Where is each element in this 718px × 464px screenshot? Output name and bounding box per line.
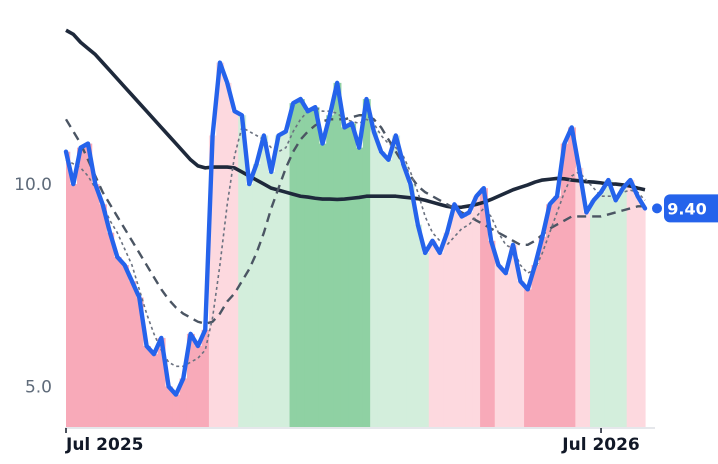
regime-band-weak-down	[509, 244, 518, 427]
regime-band-strong-up	[340, 127, 349, 427]
y-axis-ticks: 5.0 10.0	[14, 175, 52, 397]
x-axis-ticks: Jul 2025 Jul 2026	[65, 428, 640, 455]
regime-band-weak-up	[274, 135, 283, 427]
regime-band-weak-down	[223, 82, 232, 428]
regime-band-strong-up	[318, 143, 327, 427]
regime-band-weak-down	[450, 204, 459, 427]
last-value-label: 9.40	[667, 199, 706, 218]
regime-band-weak-down	[502, 273, 511, 427]
short-moving-average-line	[65, 106, 646, 368]
last-value-badge	[664, 194, 718, 223]
regime-band-strong-down	[142, 346, 151, 427]
regime-band-weak-up	[392, 135, 401, 427]
regime-band-strong-down	[157, 337, 166, 427]
regime-band-strong-down	[538, 236, 547, 427]
regime-band-strong-down	[120, 265, 129, 427]
regime-band-weak-down	[575, 167, 584, 427]
regime-band-weak-up	[282, 131, 291, 427]
x-tick-label: Jul 2026	[561, 435, 640, 455]
regime-band-weak-up	[377, 151, 386, 427]
regime-band-weak-up	[267, 171, 276, 427]
regime-bands	[66, 62, 646, 428]
regime-band-weak-up	[597, 192, 606, 427]
regime-band-weak-down	[230, 111, 239, 428]
regime-band-weak-up	[619, 188, 628, 427]
regime-band-strong-down	[84, 143, 93, 427]
regime-band-weak-up	[590, 200, 598, 427]
last-value-dot	[652, 203, 662, 214]
regime-band-weak-up	[245, 184, 254, 427]
regime-band-strong-down	[194, 346, 203, 427]
regime-band-strong-down	[98, 204, 107, 427]
regime-band-strong-down	[186, 333, 195, 427]
y-tick-label: 10.0	[14, 175, 52, 195]
regime-band-strong-down	[524, 289, 532, 427]
regime-band-strong-down	[560, 143, 569, 427]
regime-band-weak-down	[208, 135, 217, 427]
regime-band-weak-up	[414, 224, 423, 427]
regime-band-strong-down	[179, 378, 188, 427]
regime-band-strong-down	[106, 232, 115, 427]
regime-band-weak-down	[626, 180, 635, 427]
regime-band-strong-up	[326, 115, 335, 427]
x-tick-label: Jul 2025	[65, 435, 144, 455]
regime-band-weak-up	[612, 200, 620, 427]
last-value-marker: 9.40	[652, 194, 718, 223]
regime-band-weak-up	[260, 135, 269, 427]
regime-band-strong-down	[69, 184, 78, 427]
regime-band-strong-down	[568, 127, 576, 427]
regime-band-strong-down	[531, 265, 540, 427]
regime-band-weak-down	[458, 216, 467, 427]
long-moving-average-line	[65, 28, 646, 210]
regime-band-strong-down	[91, 184, 100, 427]
regime-band-strong-down	[113, 256, 122, 427]
regime-band-weak-down	[634, 196, 642, 427]
regime-band-weak-down	[436, 252, 445, 427]
regime-band-weak-up	[238, 115, 247, 427]
regime-band-weak-up	[399, 163, 408, 427]
regime-band-weak-up	[421, 252, 430, 427]
regime-band-weak-down	[494, 265, 503, 427]
regime-band-strong-down	[480, 188, 489, 427]
regime-band-weak-up	[370, 131, 379, 427]
regime-band-weak-down	[216, 62, 225, 427]
regime-band-strong-up	[362, 99, 371, 427]
regime-band-strong-down	[76, 147, 85, 427]
regime-band-weak-down	[443, 232, 452, 427]
regime-band-strong-down	[487, 240, 496, 427]
regime-band-strong-up	[289, 103, 298, 428]
regime-band-strong-up	[355, 147, 364, 427]
regime-band-weak-up	[604, 180, 613, 427]
regime-band-weak-down	[641, 208, 646, 427]
regime-band-strong-down	[66, 151, 71, 427]
regime-band-strong-up	[333, 82, 342, 428]
regime-band-weak-up	[252, 163, 261, 427]
regime-band-strong-up	[311, 107, 320, 428]
regime-band-strong-down	[201, 329, 210, 427]
regime-band-weak-down	[582, 212, 591, 427]
y-tick-label: 5.0	[25, 378, 52, 398]
regime-band-weak-up	[384, 159, 393, 428]
price-line	[63, 60, 648, 397]
regime-band-strong-down	[135, 297, 144, 427]
regime-band-strong-down	[128, 281, 137, 427]
regime-band-weak-down	[472, 196, 481, 427]
regime-band-strong-down	[172, 394, 181, 427]
regime-band-weak-down	[465, 212, 474, 427]
regime-band-weak-down	[516, 281, 525, 427]
mid-moving-average-line	[64, 114, 645, 325]
regime-band-strong-down	[553, 196, 562, 427]
regime-band-weak-up	[406, 184, 415, 427]
regime-band-strong-up	[304, 111, 313, 428]
regime-band-strong-down	[546, 204, 554, 427]
regime-band-strong-up	[348, 123, 357, 428]
regime-band-strong-down	[150, 354, 159, 427]
regime-band-strong-down	[164, 386, 173, 427]
regime-band-weak-down	[428, 240, 437, 427]
regime-band-strong-up	[296, 99, 305, 427]
series-lines	[63, 28, 648, 397]
